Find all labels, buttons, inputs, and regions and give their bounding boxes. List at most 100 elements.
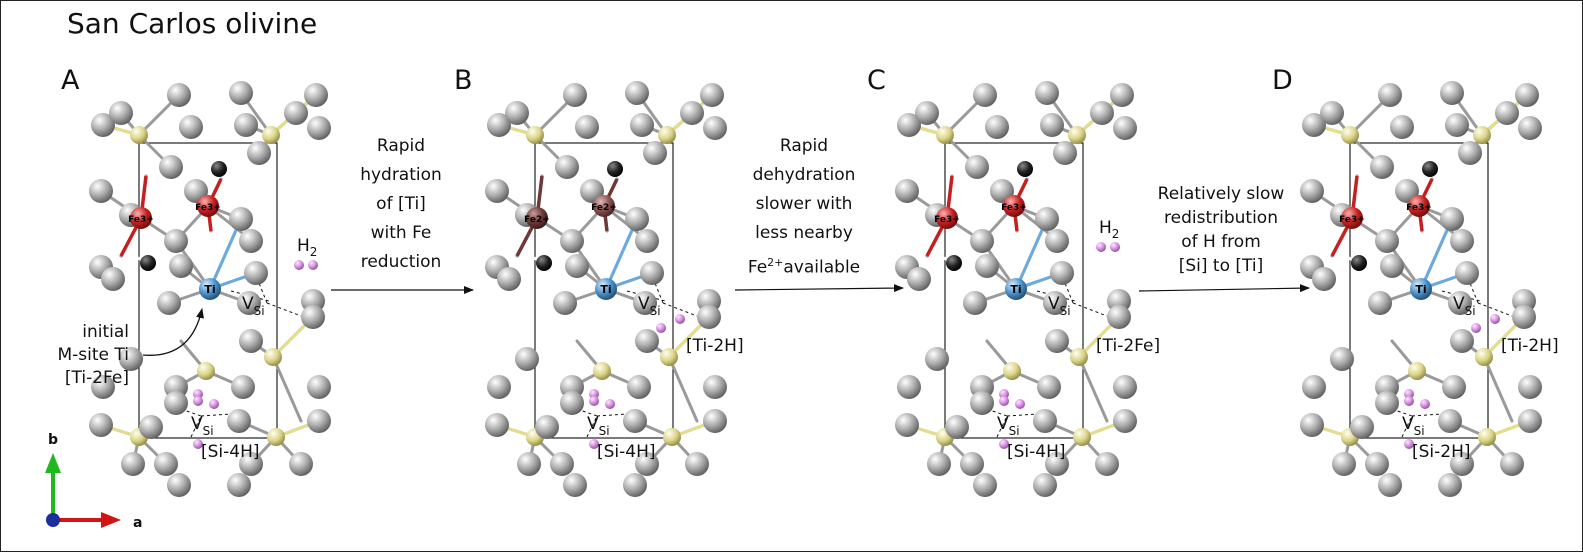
h-atom bbox=[1404, 396, 1414, 406]
fe-atom-right bbox=[593, 195, 615, 217]
hydroxyl-o-atom bbox=[946, 255, 962, 271]
h-atom-ti bbox=[1471, 323, 1481, 333]
fe-atom-left bbox=[1341, 207, 1363, 229]
step-cd-line: [Si] to [Ti] bbox=[1178, 256, 1264, 276]
step-cd-line: Relatively slow bbox=[1157, 184, 1285, 204]
unit-cell-box bbox=[1349, 142, 1489, 439]
o-atom bbox=[535, 415, 559, 439]
vsi-label: VSi bbox=[1402, 414, 1425, 438]
vsi-label: VSi bbox=[242, 294, 265, 318]
available-text: available bbox=[783, 257, 861, 278]
vsi-sub: Si bbox=[1414, 424, 1425, 438]
o-atom bbox=[1040, 113, 1064, 137]
o-atom bbox=[1037, 375, 1061, 399]
o-atom bbox=[1512, 305, 1536, 329]
vacancy-dash bbox=[1477, 302, 1513, 317]
o-atom bbox=[91, 375, 115, 399]
fe-text: Fe bbox=[747, 257, 768, 278]
si-atom bbox=[1068, 126, 1086, 144]
o-atom bbox=[239, 329, 263, 353]
h2-atom bbox=[1096, 242, 1106, 252]
vsi-main: V bbox=[191, 414, 203, 434]
o-atom bbox=[1518, 116, 1542, 140]
h2-main: H bbox=[297, 236, 310, 256]
b-axis-label: b bbox=[48, 432, 58, 448]
o-atom bbox=[1495, 101, 1519, 125]
bond bbox=[1482, 355, 1514, 423]
o-atom bbox=[1378, 83, 1402, 107]
annotation-line: M-site Ti bbox=[58, 345, 130, 365]
o-atom bbox=[1450, 229, 1474, 253]
h-atom bbox=[999, 439, 1009, 449]
o-atom bbox=[1330, 347, 1354, 371]
ti-label: Ti bbox=[204, 283, 215, 296]
o-atom bbox=[1302, 375, 1326, 399]
o-atom bbox=[244, 261, 268, 285]
si-atom bbox=[593, 362, 611, 380]
o-atom bbox=[304, 83, 328, 107]
vacancy-dash bbox=[996, 415, 1008, 438]
o-atom bbox=[89, 413, 113, 437]
o-atom bbox=[1370, 155, 1394, 179]
vsi-main: V bbox=[587, 414, 599, 434]
vsi-main: V bbox=[638, 294, 650, 314]
h2-sub: 2 bbox=[1112, 227, 1120, 241]
o-atom bbox=[1035, 81, 1059, 105]
fe-atom-left bbox=[526, 207, 548, 229]
vsi-main: V bbox=[1402, 414, 1414, 434]
o-atom bbox=[307, 116, 331, 140]
o-atom bbox=[121, 452, 145, 476]
o-atom bbox=[89, 179, 113, 203]
o-atom bbox=[1375, 391, 1399, 415]
hydroxyl-o-atom bbox=[1017, 161, 1033, 177]
o-atom bbox=[239, 229, 263, 253]
o-atom bbox=[1450, 329, 1474, 353]
hydroxyl-o-atom bbox=[536, 255, 552, 271]
o-atom bbox=[1518, 375, 1542, 399]
h-atom bbox=[999, 396, 1009, 406]
o-atom bbox=[965, 155, 989, 179]
o-atom bbox=[623, 409, 647, 433]
bond bbox=[1077, 355, 1109, 423]
o-atom bbox=[970, 229, 994, 253]
h-atom bbox=[1015, 399, 1025, 409]
o-atom bbox=[1113, 409, 1137, 433]
annotation-line: [Ti-2Fe] bbox=[65, 368, 129, 388]
o-atom bbox=[154, 452, 178, 476]
o-atom bbox=[563, 473, 587, 497]
o-atom bbox=[101, 267, 125, 291]
step-ab-line: reduction bbox=[360, 252, 442, 272]
o-atom bbox=[575, 115, 599, 139]
vacancy-dash bbox=[586, 415, 598, 438]
site-label-lower: [Si-2H] bbox=[1412, 442, 1471, 462]
o-atom bbox=[1045, 229, 1069, 253]
ti-label: Ti bbox=[1415, 283, 1426, 296]
o-atom bbox=[231, 375, 255, 399]
hydroxyl-o-atom bbox=[1422, 161, 1438, 177]
h-atom bbox=[1404, 389, 1414, 399]
bond bbox=[271, 355, 303, 423]
o-atom bbox=[307, 409, 331, 433]
si-atom bbox=[1003, 362, 1021, 380]
o-atom bbox=[139, 415, 163, 439]
o-atom bbox=[1440, 207, 1464, 231]
o-atom bbox=[239, 452, 263, 476]
si-atom bbox=[130, 126, 148, 144]
o-atom bbox=[1050, 261, 1074, 285]
o-atom bbox=[550, 452, 574, 476]
o-atom bbox=[227, 409, 251, 433]
panel-a-label: A bbox=[61, 65, 80, 96]
vsi-label: VSi bbox=[638, 294, 661, 318]
vsi-sub: Si bbox=[1060, 304, 1071, 318]
si-atom bbox=[1473, 126, 1491, 144]
o-atom bbox=[973, 473, 997, 497]
o-atom bbox=[623, 473, 647, 497]
fe-atom-right bbox=[1408, 195, 1430, 217]
vacancy-dash bbox=[1401, 415, 1413, 438]
si-atom bbox=[1478, 428, 1496, 446]
o-atom bbox=[229, 207, 253, 231]
o-atom bbox=[925, 347, 949, 371]
o-atom bbox=[945, 415, 969, 439]
